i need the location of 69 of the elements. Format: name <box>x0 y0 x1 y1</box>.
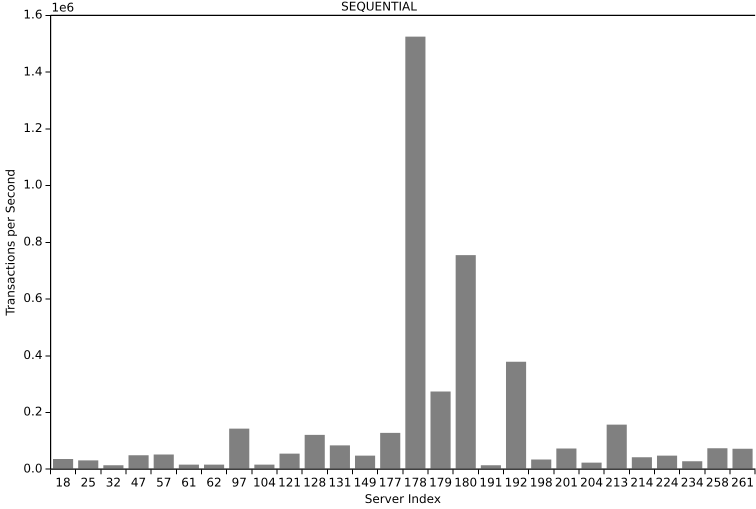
x-tick-label: 104 <box>252 476 276 490</box>
bar <box>53 458 74 469</box>
x-tick-label: 97 <box>232 476 247 490</box>
bar <box>78 460 98 469</box>
y-tick-label: 1.2 <box>23 120 42 135</box>
bar <box>330 445 350 469</box>
bar <box>304 434 325 469</box>
x-tick-label: 224 <box>656 476 679 490</box>
x-tick-label: 178 <box>404 476 427 490</box>
x-tick-label: 258 <box>706 476 729 490</box>
x-tick-label: 25 <box>80 476 96 490</box>
y-tick-label: 1.4 <box>23 64 42 78</box>
bar <box>456 255 476 469</box>
bar <box>682 461 702 469</box>
x-tick-label: 18 <box>55 476 71 490</box>
x-tick-label: 121 <box>278 476 302 490</box>
bar <box>354 456 376 469</box>
bar <box>556 448 576 469</box>
x-tick-label: 191 <box>479 476 502 490</box>
x-tick-label: 192 <box>504 476 528 490</box>
x-tick-label: 201 <box>554 476 578 490</box>
text: 1e6 <box>51 0 74 15</box>
bar <box>606 424 627 469</box>
x-tick-label: 61 <box>181 476 197 490</box>
chart-title: SEQUENTIAL <box>341 0 418 14</box>
bar <box>128 455 149 469</box>
y-tick-label: 0.6 <box>23 291 42 306</box>
y-tick-label: 0.4 <box>23 348 42 362</box>
y-tick-label: 0.8 <box>23 234 42 248</box>
x-tick-label: 234 <box>680 476 704 490</box>
y-tick-label: 1.0 <box>23 178 42 192</box>
y-tick-label: 1.6 <box>23 8 42 22</box>
bar <box>279 454 300 469</box>
y-tick-label: 0.2 <box>23 404 42 419</box>
bar <box>581 462 602 469</box>
bar <box>480 465 501 469</box>
bar <box>656 456 678 469</box>
bar <box>430 391 451 469</box>
x-tick-label: 47 <box>130 476 146 490</box>
x-tick-label: 128 <box>303 476 326 490</box>
x-tick-label: 261 <box>731 476 754 490</box>
bar <box>732 448 753 469</box>
x-tick-label: 149 <box>354 476 377 490</box>
x-tick-label: 198 <box>530 476 553 490</box>
bar <box>531 460 552 469</box>
bar <box>229 428 250 469</box>
bar <box>632 457 652 469</box>
x-tick-label: 179 <box>429 476 452 490</box>
x-tick-label: 214 <box>630 476 654 490</box>
bar <box>204 464 224 469</box>
x-axis-title: Server Index <box>364 492 441 506</box>
bar <box>506 362 526 469</box>
x-tick-label: 213 <box>605 476 628 490</box>
bar <box>254 464 274 469</box>
x-tick-label: 62 <box>206 476 222 490</box>
bar <box>405 36 426 469</box>
x-tick-label: 32 <box>106 476 122 490</box>
x-tick-label: 204 <box>580 476 604 490</box>
y-axis-title: Transactions per Second <box>3 168 18 317</box>
x-tick-label: 180 <box>454 476 478 490</box>
bar <box>380 432 400 469</box>
y-tick-label: 0.0 <box>23 461 42 476</box>
x-tick-label: 177 <box>378 476 402 490</box>
bar <box>178 464 199 469</box>
bar <box>707 448 728 469</box>
bar <box>103 465 124 469</box>
bar <box>154 454 174 469</box>
x-tick-label: 57 <box>156 476 172 490</box>
x-tick-label: 131 <box>328 476 352 490</box>
